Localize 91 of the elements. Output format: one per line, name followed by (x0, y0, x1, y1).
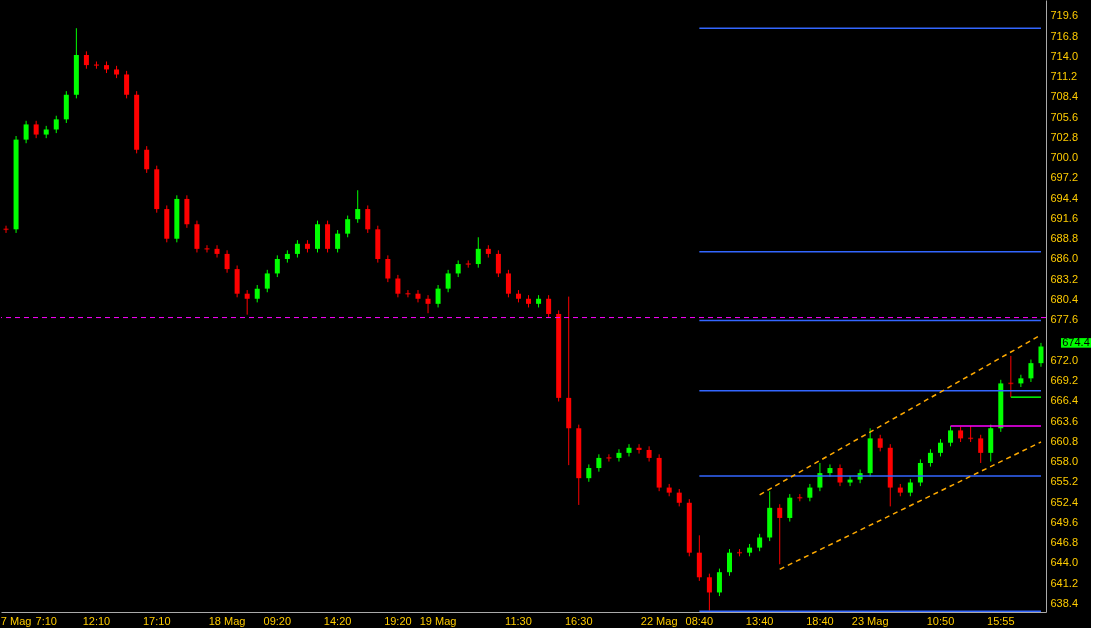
x-tick-label: 13:40 (745, 614, 774, 627)
candlestick (144, 145, 150, 174)
y-tick-label: 672.0 (1050, 353, 1079, 366)
x-tick-label: 18:40 (806, 614, 834, 627)
candlestick (415, 289, 421, 303)
y-tick-label: 719.6 (1050, 9, 1079, 22)
candlestick (827, 463, 833, 478)
y-tick-label: 644.0 (1050, 556, 1079, 569)
y-tick-label: 658.0 (1050, 455, 1079, 468)
candlestick (1018, 374, 1024, 388)
y-tick-label: 660.8 (1050, 434, 1079, 447)
candlestick (475, 236, 481, 269)
candlestick (214, 244, 220, 259)
candlestick (606, 453, 612, 463)
x-tick-label: 22 Mag (640, 614, 678, 627)
candlestick (546, 294, 552, 319)
candlestick (355, 189, 361, 224)
candlestick (124, 70, 130, 99)
x-tick-label: 19:20 (384, 614, 412, 627)
candlestick (204, 244, 210, 253)
x-tick-label: 18 Mag (208, 614, 246, 627)
y-tick-label: 688.8 (1050, 232, 1079, 245)
y-tick-label: 649.6 (1050, 515, 1079, 528)
y-tick-label: 702.8 (1050, 130, 1079, 143)
x-tick-label: 7:10 (35, 614, 57, 627)
y-tick-label: 655.2 (1050, 475, 1079, 488)
y-tick-label: 686.0 (1050, 252, 1079, 265)
candlestick (1038, 342, 1044, 368)
x-tick-label: 08:40 (685, 614, 714, 627)
candlestick (716, 568, 722, 597)
y-tick-label: 714.0 (1050, 49, 1079, 62)
candlestick (726, 548, 732, 577)
y-tick-label: 711.2 (1050, 70, 1078, 83)
candlestick (787, 493, 793, 523)
candlestick (817, 462, 823, 492)
y-tick-label: 663.6 (1050, 414, 1079, 427)
candlestick (425, 294, 431, 314)
y-tick-label: 638.4 (1050, 596, 1079, 609)
candlestick (264, 269, 270, 293)
candlestick (335, 229, 341, 253)
y-tick-label: 716.8 (1050, 29, 1079, 42)
y-tick-label: 700.0 (1050, 151, 1079, 164)
y-tick-label: 666.4 (1050, 394, 1079, 407)
x-tick-label: 15:55 (987, 614, 1015, 627)
y-tick-label: 641.2 (1050, 576, 1079, 589)
x-tick-label: 12:10 (82, 614, 111, 627)
candlestick (978, 434, 984, 464)
y-tick-label: 691.6 (1050, 211, 1079, 224)
candlestick (596, 453, 602, 473)
candlestick (777, 503, 783, 565)
y-tick-label: 669.2 (1050, 374, 1079, 387)
y-tick-label: 680.4 (1050, 292, 1079, 305)
y-tick-label: 677.6 (1050, 313, 1079, 326)
text: 674.4 (1062, 335, 1090, 348)
y-tick-label: 694.4 (1050, 191, 1079, 204)
candlestick (435, 284, 441, 308)
candlestick (365, 204, 371, 234)
candlestick (385, 254, 391, 283)
y-tick-label: 697.2 (1050, 171, 1079, 184)
x-tick-label: 09:20 (263, 614, 292, 627)
y-tick-label: 646.8 (1050, 536, 1079, 549)
candlestick (847, 475, 853, 487)
y-tick-label: 708.4 (1050, 90, 1079, 103)
candlestick (224, 249, 230, 274)
candlestick (445, 269, 451, 293)
candlestick (1028, 359, 1034, 383)
candlestick (244, 289, 250, 316)
candlestick (646, 445, 652, 463)
x-tick-label: 17:10 (142, 614, 171, 627)
y-tick-label: 683.2 (1050, 272, 1079, 285)
candlestick (626, 443, 632, 457)
x-tick-label: 23 Mag (851, 614, 889, 627)
candlestick (917, 458, 923, 487)
x-tick-label: 10:50 (926, 614, 955, 627)
candlestick (274, 254, 280, 278)
candlestick (706, 573, 712, 612)
candlestick (505, 269, 511, 298)
x-tick-label: 11:30 (505, 614, 532, 627)
x-tick-label: 14:20 (323, 614, 352, 627)
x-tick-label: 19 Mag (419, 614, 457, 627)
candlestick (616, 448, 622, 463)
candlestick (395, 274, 401, 298)
candlestick (23, 120, 29, 144)
candlestick (495, 249, 501, 278)
x-tick-label: 16:30 (565, 614, 593, 627)
x-tick-label: 7 Mag (0, 614, 32, 627)
candlestick (345, 215, 351, 238)
candlestick (636, 443, 642, 455)
y-tick-label: 705.6 (1050, 110, 1079, 123)
y-tick-label: 652.4 (1050, 495, 1079, 508)
candlestick (948, 425, 954, 447)
